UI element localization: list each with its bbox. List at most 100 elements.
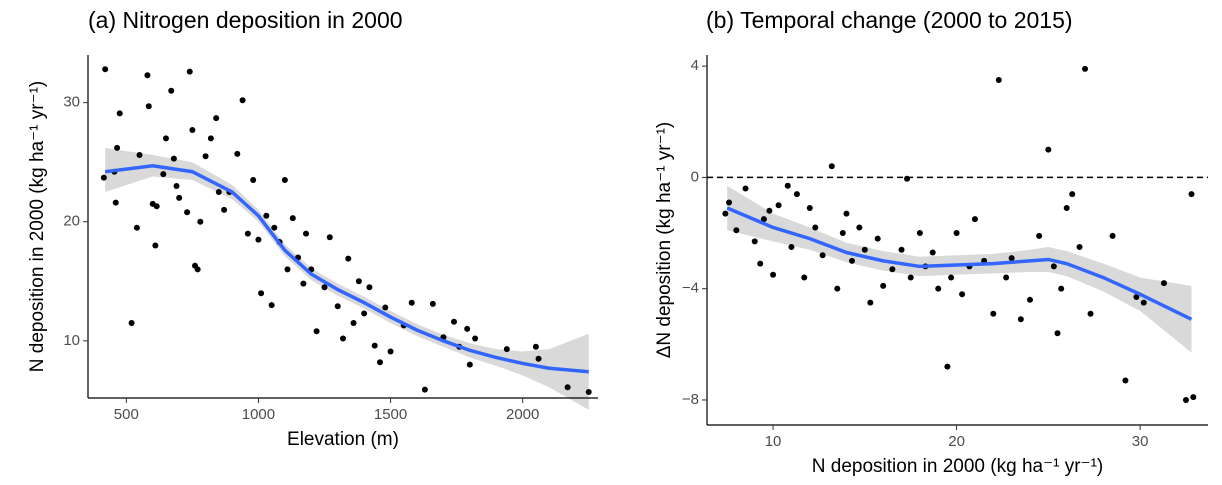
panel-title: (a) Nitrogen deposition in 2000 (88, 7, 403, 33)
data-point (1122, 377, 1129, 384)
data-point (464, 325, 471, 332)
y-tick-label: 30 (63, 94, 80, 111)
data-point (1036, 232, 1043, 239)
data-point (757, 260, 764, 267)
panel-title: (b) Temporal change (2000 to 2015) (706, 7, 1073, 33)
x-tick-label: 1500 (374, 406, 407, 423)
data-point (345, 255, 352, 262)
data-point (197, 218, 204, 225)
data-point (176, 194, 183, 201)
data-point (874, 235, 881, 242)
smooth-line (104, 163, 589, 374)
data-point (162, 135, 169, 142)
data-point (995, 77, 1002, 84)
data-point (133, 224, 140, 231)
data-point (116, 110, 123, 117)
data-point (726, 199, 733, 206)
y-tick-label: 20 (63, 213, 80, 230)
data-point (244, 230, 251, 237)
data-point (112, 199, 119, 206)
data-point (189, 127, 196, 134)
data-point (184, 209, 191, 216)
data-point (472, 335, 479, 342)
data-point (788, 243, 795, 250)
y-tick-label: −8 (682, 391, 699, 408)
data-point (722, 210, 729, 217)
data-point (168, 87, 175, 94)
data-point (1190, 394, 1197, 401)
data-point (250, 177, 257, 184)
data-point (812, 224, 819, 231)
data-point (532, 343, 539, 350)
data-point (361, 310, 368, 317)
data-point (503, 346, 510, 353)
x-tick-label: 10 (765, 433, 782, 450)
data-point (202, 153, 209, 160)
data-point (289, 215, 296, 222)
data-point (313, 328, 320, 335)
data-point (1069, 191, 1076, 198)
data-point (207, 135, 214, 142)
data-point (213, 115, 220, 122)
confidence-band (105, 147, 589, 410)
data-point (102, 66, 109, 73)
x-tick-label: 1000 (242, 406, 275, 423)
data-point (1188, 191, 1195, 198)
data-point (793, 191, 800, 198)
data-point (766, 207, 773, 214)
data-point (1017, 316, 1024, 323)
data-point (145, 103, 152, 110)
data-point (221, 206, 228, 213)
data-point (128, 319, 135, 326)
data-point (136, 152, 143, 159)
data-point (321, 284, 328, 291)
data-point (153, 203, 160, 210)
data-point (1133, 294, 1140, 301)
data-point (839, 230, 846, 237)
y-tick-label: 10 (63, 332, 80, 349)
data-point (173, 183, 180, 190)
data-point (944, 363, 951, 370)
data-point (916, 230, 923, 237)
data-point (421, 386, 428, 393)
data-point (1076, 243, 1083, 250)
data-point (990, 310, 997, 317)
data-point (281, 177, 288, 184)
data-point (429, 300, 436, 307)
data-point (959, 291, 966, 298)
data-point (535, 355, 542, 362)
x-tick-label: 500 (114, 406, 139, 423)
data-point (239, 97, 246, 104)
data-point (843, 210, 850, 217)
data-point (258, 290, 265, 297)
y-tick-label: 4 (691, 57, 699, 74)
data-point (742, 185, 749, 192)
data-point (268, 302, 275, 309)
x-axis-title: Elevation (m) (287, 429, 399, 450)
data-point (263, 212, 270, 219)
x-tick-label: 20 (948, 433, 965, 450)
data-point (1026, 296, 1033, 303)
data-point (1182, 396, 1189, 403)
data-point (775, 202, 782, 209)
y-tick-label: −4 (682, 280, 699, 297)
data-point (382, 304, 389, 311)
data-point (215, 188, 222, 195)
data-point (867, 299, 874, 306)
x-axis-title: N deposition in 2000 (kg ha⁻¹ yr⁻¹) (812, 456, 1103, 477)
data-point (1054, 330, 1061, 337)
data-point (350, 319, 357, 326)
data-point (387, 348, 394, 355)
data-point (935, 285, 942, 292)
data-point (1008, 255, 1015, 262)
data-point (880, 282, 887, 289)
data-point (170, 155, 177, 162)
data-point (848, 257, 855, 264)
data-point (371, 342, 378, 349)
confidence-band (727, 185, 1192, 353)
data-point (1003, 274, 1010, 281)
data-point (953, 230, 960, 237)
data-point (784, 182, 791, 189)
data-point (408, 299, 415, 306)
